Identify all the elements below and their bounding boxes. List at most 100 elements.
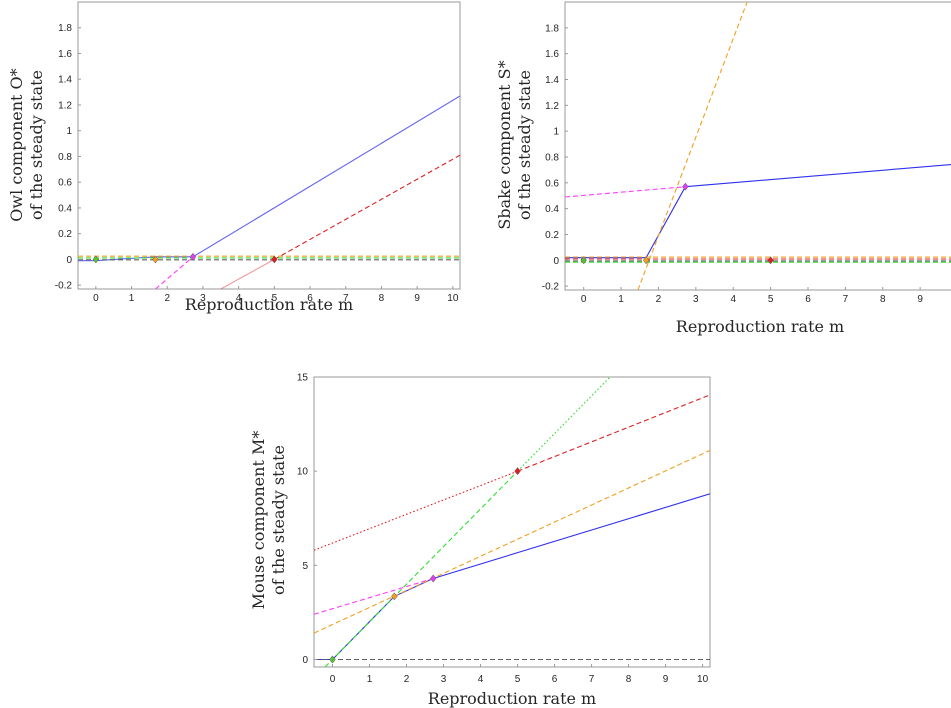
owl-marker-3 [271,255,278,264]
owl-series-2-line [274,154,460,260]
snake-x-tick-label: 2 [656,294,662,305]
snake-x-tick-label: 0 [581,294,587,305]
snake-y-tick-label: 0.6 [545,178,559,189]
owl-plot-frame [77,1,461,290]
snake-y-tick-label: 0.2 [545,230,559,241]
mouse-x-tick-label: 8 [626,674,632,685]
mouse-series-6-line [517,394,710,472]
owl-x-tick-label: 4 [236,293,242,304]
mouse-y-axis-label-line1: Mouse component M* [249,431,268,610]
snake-y-axis-label-line2: of the steady state [515,70,534,220]
owl-x-tick-label: 9 [414,293,420,304]
mouse-x-tick-label: 6 [552,674,558,685]
owl-series-group [78,95,460,289]
owl-y-tick-label: 1 [66,126,72,137]
owl-x-ticks: 0 1 2 3 4 5 6 7 8 9 10 [93,286,459,304]
owl-x-tick-label: 10 [447,293,459,304]
owl-y-tick-label: 0.8 [58,152,72,163]
owl-x-tick-label: 5 [272,293,278,304]
snake-y-tick-label: 0 [553,256,559,267]
mouse-x-tick-label: 7 [589,674,595,685]
mouse-x-tick-label: 3 [441,674,447,685]
owl-y-tick-label: -0.2 [55,281,73,292]
snake-y-tick-label: 1.4 [545,75,559,86]
mouse-y-ticks: 0 5 10 15 [297,373,317,666]
mouse-x-tick-label: 2 [404,674,410,685]
snake-x-tick-label: 9 [917,294,923,305]
owl-x-tick-label: 8 [379,293,385,304]
mouse-series-1-line [314,577,434,615]
owl-y-tick-label: 1.6 [58,49,72,60]
owl-marker-0 [92,255,100,264]
snake-x-tick-label: 3 [693,294,699,305]
mouse-x-ticks: 0 1 2 3 4 5 6 7 8 9 10 [330,664,709,685]
mouse-marker-2 [429,574,437,583]
owl-y-axis-label-line2: of the steady state [27,70,46,220]
snake-y-tick-label: 0.4 [545,204,559,215]
snake-y-ticks: -0.2 0 0.2 0.4 0.6 0.8 1 1.2 1.4 1.6 1.8 [542,23,568,293]
mouse-x-axis-label: Reproduction rate m [428,689,596,708]
owl-y-tick-label: 0.2 [58,229,72,240]
snake-series-1-line [565,186,686,198]
snake-marker-1 [642,256,650,265]
owl-y-tick-label: 1.2 [58,100,72,111]
owl-x-tick-label: 2 [164,293,170,304]
snake-x-tick-label: 6 [805,294,811,305]
owl-x-tick-label: 1 [129,293,135,304]
snake-y-tick-label: -0.2 [542,282,560,293]
snake-x-tick-label: 4 [730,294,736,305]
snake-marker-2 [682,182,689,191]
owl-y-tick-label: 0.4 [58,203,72,214]
owl-chart: 0 1 2 3 4 5 6 7 8 9 10 -0.2 0 0.2 0.4 0.6 0.8 1 1.2 1.4 1.6… [7,1,461,314]
snake-y-axis-label-line1: Sbake component S* [495,60,514,229]
mouse-x-tick-label: 0 [330,674,336,685]
snake-marker-3 [767,256,774,265]
owl-x-axis-label: Reproduction rate m [185,295,353,314]
owl-series-1-line [155,256,194,289]
snake-x-axis-label: Reproduction rate m [676,317,844,336]
mouse-marker-1 [391,592,398,601]
snake-x-tick-label: 5 [768,294,774,305]
mouse-x-tick-label: 4 [478,674,484,685]
mouse-series-3-line [324,470,518,667]
snake-series-2-line [637,2,748,290]
mouse-series-group [314,377,710,667]
snake-marker-0 [580,256,587,265]
owl-y-tick-label: 0 [66,255,72,266]
mouse-y-tick-label: 10 [297,467,309,478]
mouse-x-tick-label: 5 [515,674,521,685]
mouse-series-2-line [314,449,710,634]
snake-plot-frame [564,1,951,291]
snake-y-tick-label: 0.8 [545,152,559,163]
mouse-y-tick-label: 0 [302,655,308,666]
snake-series-0-line [565,164,951,259]
snake-y-tick-label: 1.8 [545,23,559,34]
mouse-x-tick-label: 10 [697,674,709,685]
owl-marker-1 [152,255,159,264]
mouse-plot-frame [313,376,711,668]
mouse-x-tick-label: 1 [367,674,373,685]
owl-series-3-line [220,258,275,289]
owl-x-tick-label: 7 [343,293,349,304]
mouse-y-axis-label-line2: of the steady state [269,445,288,595]
owl-y-tick-label: 1.4 [58,75,72,86]
snake-series-group [565,2,951,290]
mouse-marker-0 [329,655,336,664]
owl-x-tick-label: 6 [307,293,313,304]
owl-y-tick-label: 1.8 [58,23,72,34]
mouse-y-tick-label: 15 [297,373,309,384]
owl-y-axis-label-line1: Owl component O* [7,68,26,221]
snake-x-tick-label: 8 [880,294,886,305]
owl-x-tick-label: 0 [93,293,99,304]
mouse-x-tick-label: 9 [663,674,669,685]
owl-y-tick-label: 0.6 [58,178,72,189]
owl-y-ticks: -0.2 0 0.2 0.4 0.6 0.8 1 1.2 1.4 1.6 1.8 [55,23,81,292]
snake-x-tick-label: 7 [843,294,849,305]
mouse-series-4-line [517,377,611,472]
owl-marker-2 [189,252,197,261]
mouse-y-tick-label: 5 [302,561,308,572]
